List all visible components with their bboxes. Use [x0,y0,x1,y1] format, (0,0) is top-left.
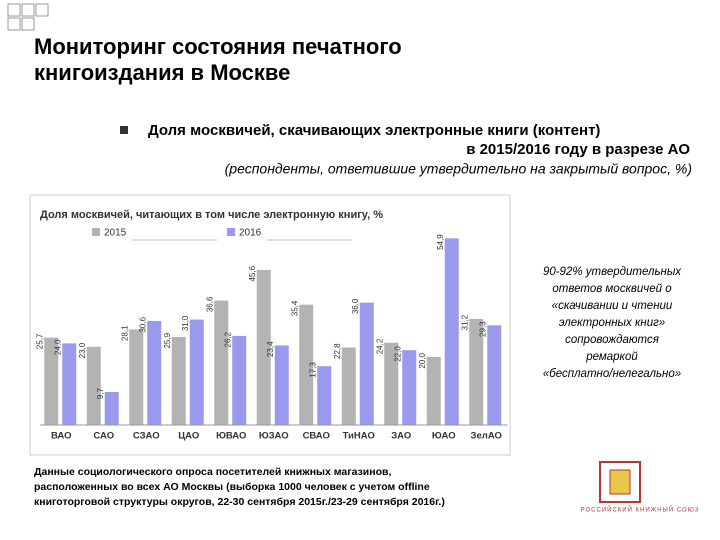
bar [274,345,289,425]
value-label: 24,0 [53,339,62,355]
bar [402,350,417,425]
x-tick-label: ЗелАО [471,431,502,442]
bullet [120,126,128,134]
bar [426,357,441,425]
bar [469,318,484,425]
logo-text: РОССИЙСКИЙ КНИЖНЫЙ СОЮЗ [581,506,700,514]
value-label: 36,6 [205,296,214,312]
decor-squares [7,3,49,31]
bar [104,392,119,425]
value-label: 23,4 [266,341,275,357]
legend-swatch [227,228,235,236]
footnote-line: книготорговой структуры округов, 22-30 с… [34,496,445,508]
x-tick-label: СВАО [303,431,330,442]
value-label: 31,2 [460,314,469,330]
value-label: 36,0 [351,298,360,314]
value-label: 30,6 [138,316,147,332]
side-note-line: сопровождаются [565,334,659,346]
bar [44,337,59,425]
x-tick-label: ЗАО [391,431,411,442]
x-tick-label: САО [93,431,114,442]
bar [147,320,162,425]
bar [171,336,186,425]
bar [359,302,374,425]
x-tick-label: ВАО [51,431,72,442]
x-tick-label: ЮАО [432,431,456,442]
bar [384,342,399,425]
value-label: 26,2 [223,331,232,347]
title: Мониторинг состояния печатного [34,34,402,59]
value-label: 29,3 [478,321,487,337]
value-label: 25,7 [35,333,44,349]
bar [86,346,101,425]
title: книгоиздания в Москве [34,60,290,85]
bar [189,319,204,425]
side-note-line: ремаркой [585,351,638,363]
bar [62,343,77,425]
bar [317,366,332,425]
bar [232,335,247,425]
value-label: 28,1 [120,325,129,341]
value-label: 54,9 [436,234,445,250]
value-label: 45,6 [248,265,257,281]
x-tick-label: ЮЗАО [259,431,289,442]
x-tick-label: СЗАО [133,431,160,442]
legend-label: 2015 [104,228,127,239]
x-tick-label: ТиНАО [343,431,375,442]
bar [341,347,356,425]
side-note-line: «скачивании и чтении [552,300,673,312]
value-label: 22,0 [393,346,402,362]
side-note-line: «бесплатно/нелегально» [543,368,681,380]
side-note: 90-92% утвердительных ответов москвичей о… [543,266,682,380]
footnote-line: расположенных во всех АО Москвы (выборка… [34,481,430,493]
bar [129,329,144,425]
chart-title: Доля москвичей, читающих в том числе эле… [40,209,383,221]
value-label: 31,0 [181,315,190,331]
x-tick-label: ЦАО [178,431,199,442]
bar [256,269,271,425]
bar [214,300,229,425]
bar [487,325,502,425]
value-label: 35,4 [290,300,299,316]
logo: РОССИЙСКИЙ КНИЖНЫЙ СОЮЗ [581,461,700,514]
x-tick-label: ЮВАО [216,431,246,442]
value-label: 24,2 [375,338,384,354]
value-label: 22,8 [333,343,342,359]
value-label: 9,7 [96,387,105,399]
heading: в 2015/2016 году в разрезе АО [466,141,690,158]
bar [299,304,314,425]
heading: Доля москвичей, скачивающих электронные … [148,122,600,139]
legend-label: 2016 [239,228,262,239]
bar [444,238,459,425]
side-note-line: 90-92% утвердительных [543,266,682,278]
legend-swatch [92,228,100,236]
subheading: (респонденты, ответившие утвердительно н… [225,161,692,177]
footnote: Данные социологического опроса посетител… [34,466,445,508]
value-label: 25,9 [163,332,172,348]
side-note-line: электронных книг» [559,317,665,329]
value-label: 23,0 [78,342,87,358]
value-label: 20,0 [418,352,427,368]
side-note-line: ответов москвичей о [552,283,672,295]
value-label: 17,3 [308,362,317,378]
footnote-line: Данные социологического опроса посетител… [34,466,391,478]
